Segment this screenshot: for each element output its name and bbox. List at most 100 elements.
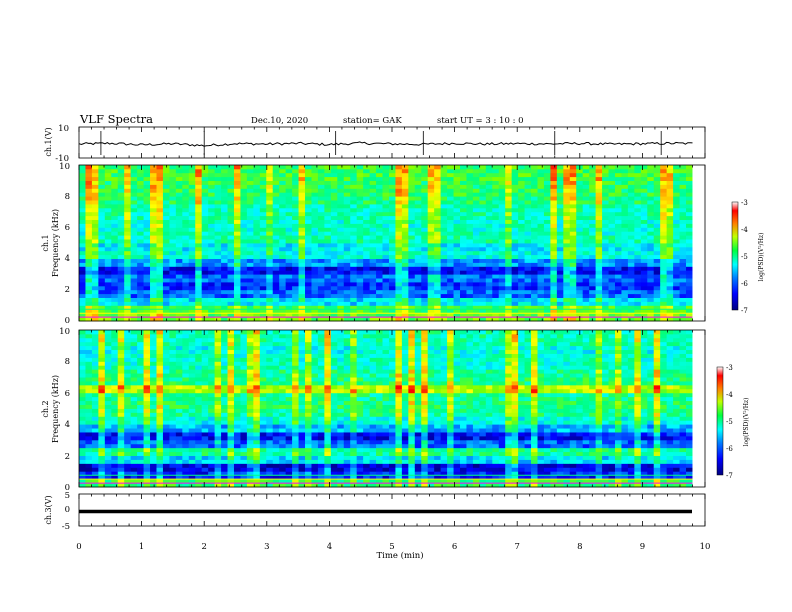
spectrogram-cell [608, 168, 616, 174]
spectrogram-cell [259, 235, 267, 240]
spectrogram-cell [621, 200, 629, 205]
spectrogram-cell [479, 274, 487, 279]
spectrogram-cell [363, 285, 370, 291]
spectrogram-cell [279, 254, 287, 259]
spectrogram-cell [150, 471, 157, 476]
spectrogram-cell [324, 165, 332, 170]
spectrogram-cell [356, 243, 364, 248]
spectrogram-cell [104, 428, 112, 433]
spectrogram-cell [253, 266, 261, 271]
spectrogram-cell [124, 309, 132, 314]
spectrogram-cell [673, 200, 680, 205]
spectrogram-cell [537, 297, 545, 302]
spectrogram-cell [279, 165, 287, 170]
spectrogram-cell [382, 246, 390, 252]
spectrogram-cell [137, 475, 144, 480]
spectrogram-cell [634, 285, 642, 291]
spectrogram-cell [182, 246, 190, 252]
spectrogram-cell [634, 215, 642, 220]
spectrogram-cell [227, 471, 235, 476]
spectrogram-cell [201, 258, 209, 263]
spectrogram-cell [589, 266, 597, 271]
spectrogram-cell [111, 309, 119, 314]
spectrogram-cell [259, 301, 267, 306]
spectrogram-cell [175, 227, 183, 232]
spectrogram-cell [259, 404, 267, 409]
spectrogram-cell [589, 297, 597, 302]
ch1-spec-ytick: 6 [65, 223, 70, 233]
spectrogram-cell [421, 309, 429, 314]
spectrogram-cell [79, 333, 86, 339]
spectrogram-cell [543, 246, 551, 252]
spectrogram-cell [388, 274, 396, 279]
spectrogram-cell [233, 274, 241, 279]
spectrogram-cell [582, 176, 590, 181]
spectrogram-cell [472, 231, 480, 236]
spectrogram-cell [253, 285, 261, 291]
spectrogram-cell [305, 289, 312, 295]
spectrogram-cell [214, 184, 222, 189]
spectrogram-cell [608, 227, 616, 232]
spectrogram-cell [324, 243, 332, 248]
spectrogram-cell [266, 192, 274, 197]
spectrogram-cell [117, 235, 125, 240]
spectrogram-cell [201, 297, 209, 302]
spectrogram-cell [246, 428, 254, 433]
spectrogram-cell [589, 270, 597, 275]
spectrogram-cell [666, 278, 674, 283]
spectrogram-cell [337, 270, 345, 275]
spectrogram-cell [188, 479, 196, 484]
spectrogram-cell [124, 420, 132, 425]
spectrogram-cell [253, 392, 261, 398]
spectrogram-cell [673, 207, 680, 213]
spectrogram-cell [117, 420, 125, 425]
spectrogram-cell [156, 168, 164, 174]
spectrogram-cell [285, 301, 293, 306]
spectrogram-cell [485, 176, 493, 181]
spectrogram-cell [317, 184, 325, 189]
spectrogram-cell [79, 432, 86, 437]
spectrogram-cell [485, 231, 493, 236]
spectrogram-cell [531, 180, 538, 185]
spectrogram-cell [485, 227, 493, 232]
spectrogram-cell [117, 243, 125, 248]
spectrogram-cell [640, 317, 648, 322]
spectrogram-cell [143, 168, 151, 174]
spectrogram-cell [343, 317, 351, 322]
spectrogram-cell [582, 165, 590, 170]
spectrogram-cell [427, 258, 435, 263]
spectrogram-cell [130, 207, 138, 213]
spectrogram-cell [188, 231, 196, 236]
spectrogram-cell [117, 396, 125, 402]
spectrogram-cell [175, 400, 183, 405]
spectrogram-cell [130, 353, 138, 358]
spectrogram-cell [188, 435, 196, 441]
spectrogram-cell [253, 188, 261, 193]
spectrogram-cell [479, 289, 487, 295]
spectrogram-cell [595, 180, 603, 185]
spectrogram-cell [227, 428, 235, 433]
spectrogram-cell [175, 297, 183, 302]
spectrogram-cell [292, 266, 299, 271]
spectrogram-cell [614, 219, 622, 224]
spectrogram-cell [214, 369, 222, 374]
spectrogram-cell [130, 196, 138, 201]
spectrogram-cell [589, 289, 597, 295]
spectrogram-cell [498, 250, 506, 256]
spectrogram-cell [169, 467, 177, 472]
spectrogram-cell [634, 231, 642, 236]
spectrogram-cell [627, 204, 635, 209]
spectrogram-cell [305, 270, 312, 275]
spectrogram-cell [453, 293, 461, 298]
spectrogram-cell [311, 274, 319, 279]
spectrogram-cell [91, 373, 99, 378]
spectrogram-cell [85, 301, 93, 306]
spectrogram-cell [150, 219, 157, 224]
spectrogram-cell [298, 258, 306, 263]
spectrogram-cell [201, 317, 209, 322]
spectrogram-cell [150, 384, 157, 390]
spectrogram-cell [634, 309, 642, 314]
spectrogram-cell [602, 235, 609, 240]
spectrogram-cell [376, 289, 383, 295]
spectrogram-cell [485, 258, 493, 263]
